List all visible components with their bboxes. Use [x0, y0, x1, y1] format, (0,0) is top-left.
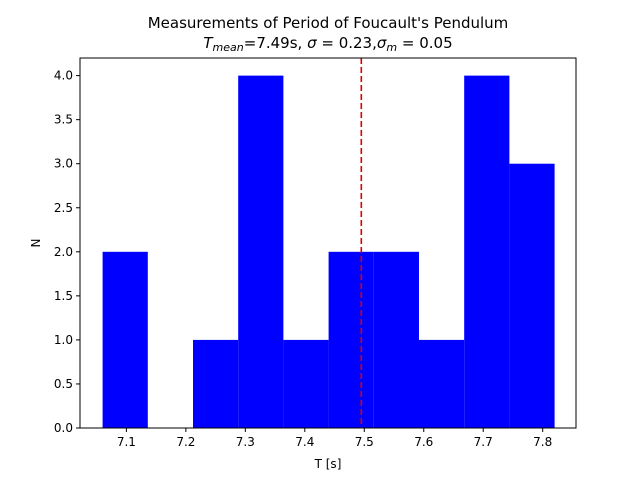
subtitle-sigma-value: = 0.23,: [317, 34, 377, 52]
histogram-bars: [102, 75, 555, 428]
x-axis-label: T [s]: [314, 457, 342, 471]
y-tick-label: 0.5: [54, 377, 73, 391]
x-tick-label: 7.4: [295, 435, 314, 449]
histogram-bar-1: [102, 251, 148, 428]
histogram-bar-4: [238, 75, 284, 428]
subtitle-mean-value: =7.49s,: [244, 34, 307, 52]
x-tick-label: 7.8: [533, 435, 552, 449]
x-tick-label: 7.5: [355, 435, 374, 449]
y-axis-label: N: [29, 239, 43, 248]
y-tick-label: 3.0: [54, 157, 73, 171]
y-tick-label: 4.0: [54, 69, 73, 83]
plot-frame: [79, 57, 577, 429]
subtitle-m-subscript: m: [386, 41, 397, 54]
histogram-bar-6: [328, 251, 374, 428]
subtitle-t-symbol: T: [203, 34, 214, 52]
x-tick-label: 7.7: [474, 435, 493, 449]
x-tick-label: 7.6: [414, 435, 433, 449]
y-tick-label: 1.5: [54, 289, 73, 303]
y-tick-label: 0.0: [54, 421, 73, 435]
histogram-bar-9: [464, 75, 510, 428]
subtitle-mean-subscript: mean: [213, 41, 244, 54]
y-axis: 0.0 0.5 1.0 1.5 2.0 2.5 3.0 3.5 4.0: [54, 69, 80, 435]
chart-subtitle: Tmean=7.49s, σ = 0.23,σm = 0.05: [203, 34, 452, 54]
y-tick-label: 2.0: [54, 245, 73, 259]
subtitle-sigma-m-value: = 0.05: [397, 34, 453, 52]
histogram-bar-8: [418, 339, 465, 428]
histogram-bar-3: [192, 339, 239, 428]
y-tick-label: 2.5: [54, 201, 73, 215]
subtitle-sigma-symbol: σ: [307, 34, 317, 52]
x-axis: 7.1 7.2 7.3 7.4 7.5 7.6 7.7 7.8: [117, 428, 552, 449]
x-tick-label: 7.1: [117, 435, 136, 449]
chart-title: Measurements of Period of Foucault's Pen…: [148, 14, 509, 32]
histogram-bar-7: [373, 251, 419, 428]
x-tick-label: 7.3: [236, 435, 255, 449]
subtitle-sigma-m-symbol: σ: [377, 34, 387, 52]
y-tick-label: 3.5: [54, 113, 73, 127]
x-tick-label: 7.2: [176, 435, 195, 449]
histogram-bar-10: [509, 163, 555, 428]
histogram-bar-5: [283, 339, 329, 428]
y-tick-label: 1.0: [54, 333, 73, 347]
